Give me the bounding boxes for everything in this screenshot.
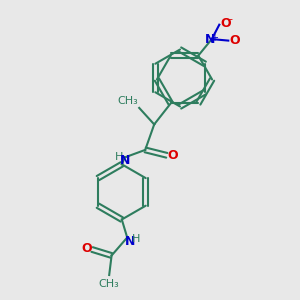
Text: O: O	[220, 17, 231, 30]
Text: N: N	[120, 154, 130, 167]
Text: N: N	[205, 33, 215, 46]
Text: -: -	[229, 14, 233, 24]
Text: O: O	[230, 34, 240, 47]
Text: CH₃: CH₃	[117, 96, 138, 106]
Text: O: O	[81, 242, 92, 254]
Text: H: H	[115, 152, 124, 161]
Text: O: O	[167, 149, 178, 162]
Text: N: N	[125, 235, 135, 248]
Text: CH₃: CH₃	[99, 279, 120, 289]
Text: H: H	[131, 234, 140, 244]
Text: +: +	[210, 33, 218, 43]
